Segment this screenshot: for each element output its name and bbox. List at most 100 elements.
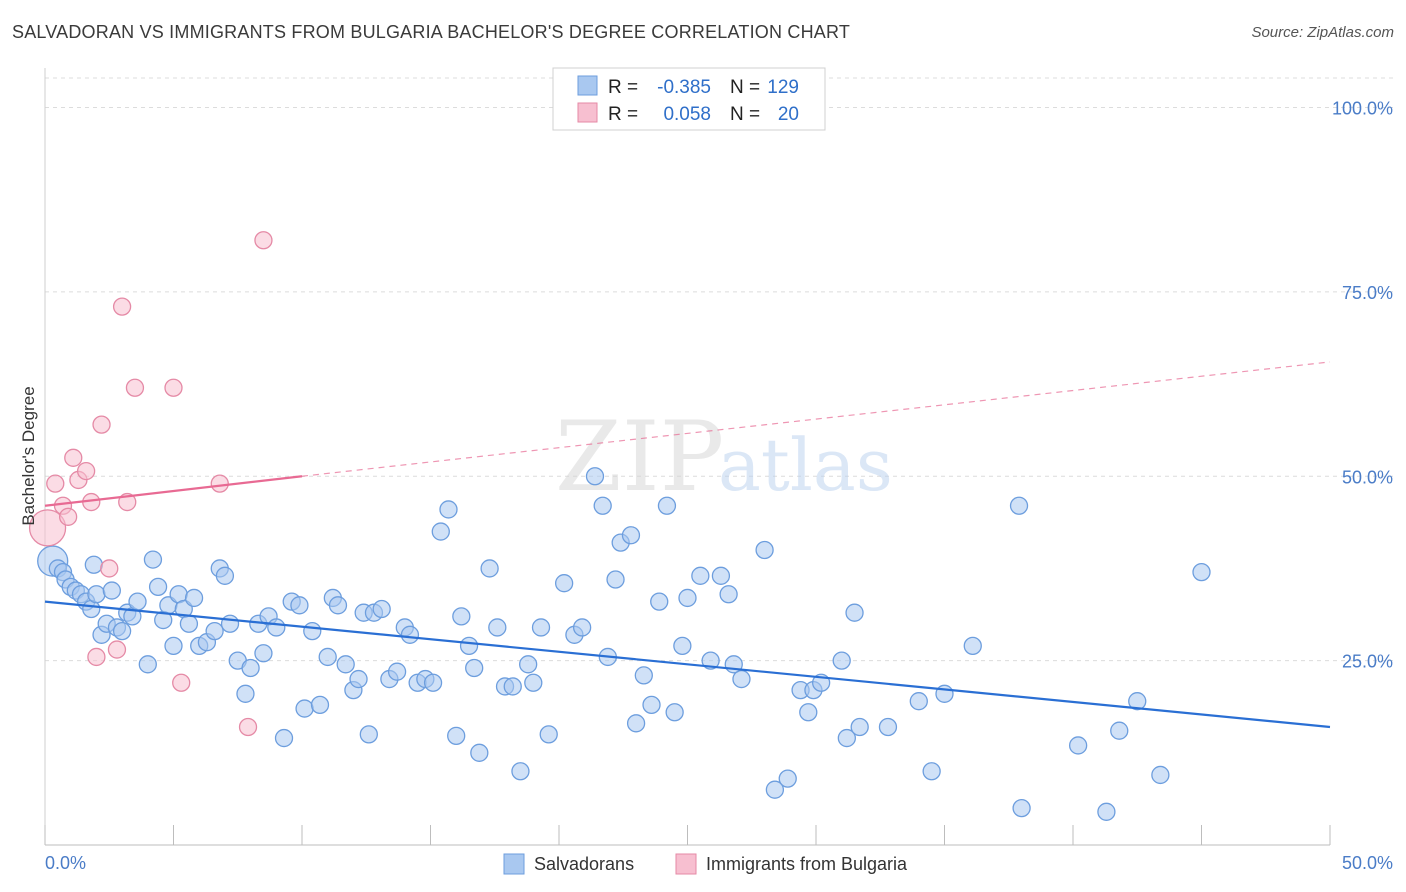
bulgaria-point (112, 297, 132, 316)
tick-labels: 100.0% 75.0% 50.0% 25.0% 0.0% 50.0% (45, 99, 1393, 874)
bulgaria-point (87, 647, 106, 667)
salvadoran-point (1110, 721, 1129, 740)
salvadoran-point (765, 780, 785, 799)
salvadoran-point (524, 673, 543, 692)
salvadoran-point (1097, 802, 1116, 821)
salvadoran-point (372, 599, 391, 619)
salvadoran-point (650, 592, 669, 611)
salvadoran-point (1128, 692, 1147, 711)
bottom-legend: Salvadorans Immigrants from Bulgaria (503, 853, 908, 875)
bulgaria-point (254, 231, 273, 250)
salvadoran-point (606, 570, 625, 589)
bulgaria-point (28, 509, 67, 547)
salvadoran-point (328, 596, 348, 615)
salvadoran-point (205, 621, 224, 641)
salvadoran-point (488, 618, 507, 637)
salvadoran-point (128, 592, 147, 611)
salvadoran-point (1009, 496, 1029, 515)
salvadoran-point (431, 522, 450, 541)
bulgaria-trend-line (44, 475, 303, 507)
watermark-zip: ZIP (555, 401, 724, 513)
bottom-legend-swatch (675, 853, 697, 875)
legend-n-label: N = (730, 77, 760, 98)
salvadoran-point (336, 655, 355, 674)
legend-n-value: 20 (778, 104, 799, 125)
salvadoran-point (1068, 736, 1088, 755)
data-points (28, 231, 1211, 821)
salvadoran-point (236, 684, 255, 703)
legend-frame (552, 67, 826, 131)
salvadoran-point (400, 625, 420, 644)
salvadoran-point (164, 636, 183, 656)
x-tick-label: 0.0% (45, 853, 86, 873)
salvadoran-point (673, 636, 692, 656)
salvadoran-point (102, 581, 121, 600)
bulgaria-point (100, 559, 119, 578)
salvadoran-point (439, 500, 458, 519)
bulgaria-point (125, 378, 145, 397)
bulgaria-point (64, 448, 83, 467)
salvadoran-point (878, 717, 898, 737)
salvadoran-point (691, 566, 710, 585)
bulgaria-point (76, 461, 96, 481)
bulgaria-point (46, 474, 65, 493)
salvadoran-point (215, 566, 235, 585)
axes (44, 68, 1331, 846)
salvadoran-point (387, 662, 407, 681)
salvadoran-point (665, 703, 684, 722)
salvadoran-point (143, 550, 163, 569)
legend-n-label: N = (730, 104, 760, 125)
salvadoran-point (318, 647, 337, 667)
watermark-atlas: atlas (718, 423, 893, 507)
watermark: ZIP atlas (555, 401, 893, 513)
salvadoran-point (1012, 798, 1031, 818)
y-tick-label: 100.0% (1332, 99, 1393, 119)
salvadoran-point (585, 467, 605, 486)
trend-lines (44, 361, 1331, 729)
salvadoran-point (184, 588, 204, 608)
salvadoran-point (220, 614, 240, 633)
salvadoran-point (423, 673, 443, 692)
salvadoran-point (593, 496, 612, 515)
salvadoran-point (678, 588, 697, 608)
salvadoran-point (84, 555, 103, 574)
salvadoran-point (922, 762, 941, 781)
bottom-legend-label: Salvadorans (534, 854, 634, 874)
legend-r-label: R = (608, 104, 638, 125)
salvadoran-point (241, 658, 260, 678)
salvadoran-point (554, 574, 574, 593)
bottom-legend-swatch (503, 853, 525, 875)
salvadoran-point (539, 725, 558, 744)
salvadoran-point (832, 651, 851, 670)
salvadoran-point (634, 666, 653, 685)
salvadoran-point (626, 714, 646, 733)
chart-source: Source: ZipAtlas.com (1251, 24, 1394, 41)
salvadoran-point (295, 699, 314, 718)
salvadoran-point (447, 726, 466, 745)
salvadoran-point (179, 614, 199, 633)
salvadoran-point (452, 607, 471, 626)
salvadoran-point (511, 762, 530, 781)
salvadoran-point (310, 695, 330, 715)
salvadoran-point (963, 636, 982, 656)
salvadoran-point (87, 585, 106, 604)
y-tick-label: 25.0% (1342, 652, 1393, 672)
y-axis-label: Bachelor's Degree (19, 386, 38, 525)
salvadoran-point (701, 651, 720, 670)
salvadoran-point (732, 669, 751, 689)
salvadoran-point (274, 728, 294, 748)
salvadoran-point (719, 585, 738, 604)
salvadoran-point (1192, 562, 1211, 582)
salvadoran-point (755, 540, 774, 560)
x-tick-label: 50.0% (1342, 853, 1393, 873)
salvadoran-point (480, 559, 499, 578)
salvadoran-point (572, 618, 592, 637)
bulgaria-trend-extension (301, 361, 1331, 477)
salvadoran-point (470, 743, 489, 762)
salvadoran-point (1151, 765, 1170, 785)
bulgaria-point (164, 378, 183, 397)
salvadoran-point (359, 725, 378, 744)
salvadoran-point (657, 496, 677, 515)
salvadoran-point (267, 618, 286, 637)
